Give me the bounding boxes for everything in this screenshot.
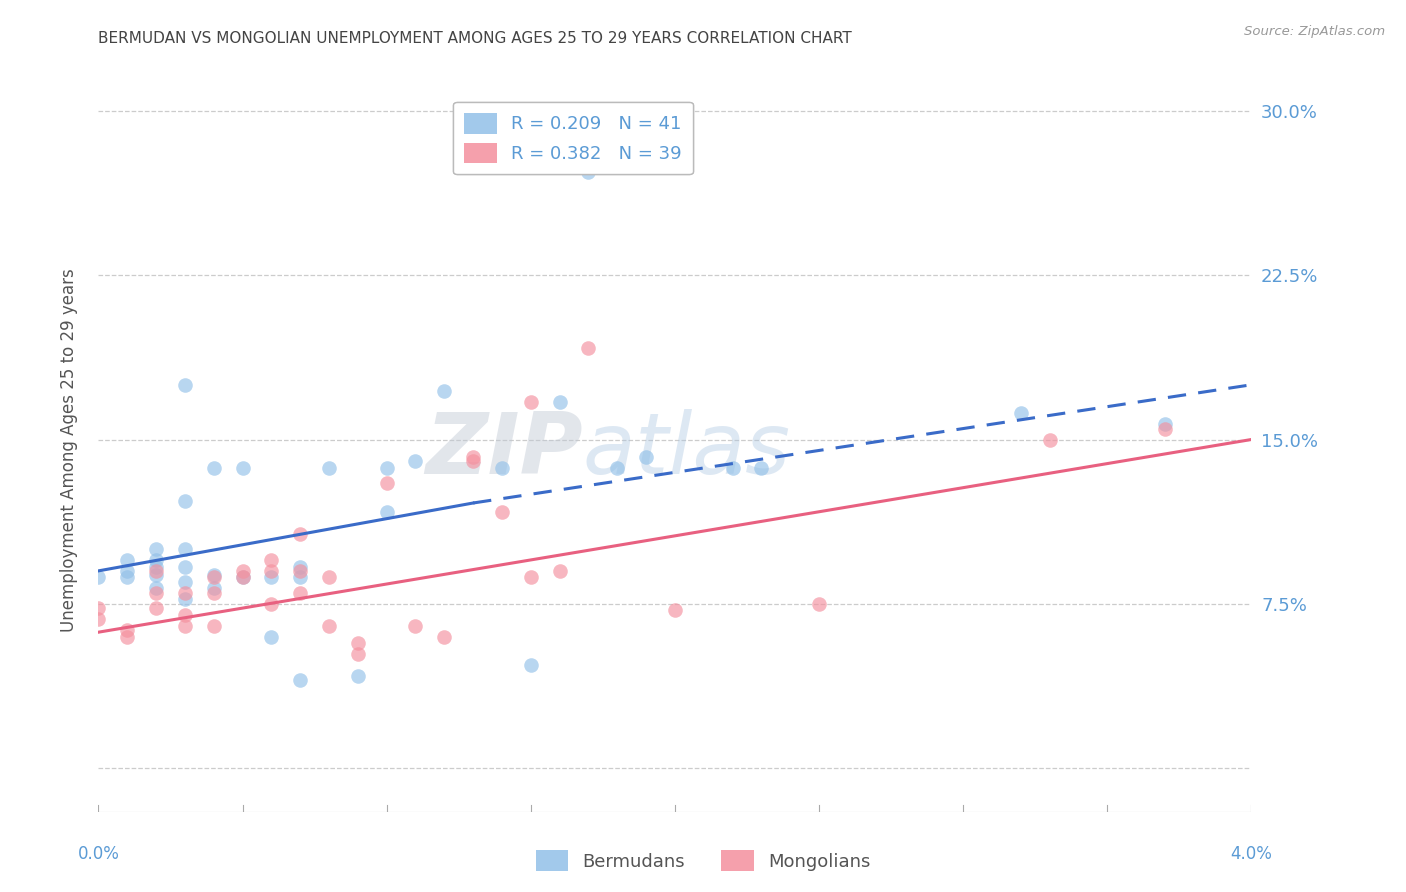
Point [290,559,312,574]
Point [578,165,600,179]
Point [290,526,312,541]
Point [231,570,254,584]
Point [145,541,167,556]
Text: 0.0%: 0.0% [77,845,120,863]
Point [290,586,312,600]
Point [174,541,197,556]
Point [491,461,513,475]
Point [375,476,398,491]
Point [260,553,283,567]
Point [721,461,744,475]
Point [145,553,167,567]
Point [87,570,110,584]
Point [1153,417,1175,432]
Point [433,630,456,644]
Point [405,454,427,468]
Legend: R = 0.209   N = 41, R = 0.382   N = 39: R = 0.209 N = 41, R = 0.382 N = 39 [453,102,693,174]
Point [290,673,312,688]
Point [174,559,197,574]
Point [751,461,773,475]
Point [548,564,571,578]
Point [174,618,197,632]
Point [290,564,312,578]
Point [606,461,628,475]
Point [174,586,197,600]
Point [520,395,543,409]
Point [405,618,427,632]
Point [461,454,484,468]
Point [548,395,571,409]
Point [117,570,139,584]
Point [117,623,139,637]
Point [433,384,456,399]
Point [202,586,225,600]
Point [260,570,283,584]
Point [87,612,110,626]
Point [202,582,225,596]
Point [1038,433,1062,447]
Point [318,618,340,632]
Text: BERMUDAN VS MONGOLIAN UNEMPLOYMENT AMONG AGES 25 TO 29 YEARS CORRELATION CHART: BERMUDAN VS MONGOLIAN UNEMPLOYMENT AMONG… [98,31,852,46]
Point [202,570,225,584]
Y-axis label: Unemployment Among Ages 25 to 29 years: Unemployment Among Ages 25 to 29 years [59,268,77,632]
Point [664,603,686,617]
Point [174,592,197,607]
Point [290,570,312,584]
Point [174,607,197,622]
Point [375,505,398,519]
Point [174,377,197,392]
Point [260,597,283,611]
Text: 4.0%: 4.0% [1230,845,1272,863]
Point [318,461,340,475]
Point [346,636,368,650]
Point [202,461,225,475]
Point [231,570,254,584]
Point [202,568,225,582]
Text: Source: ZipAtlas.com: Source: ZipAtlas.com [1244,25,1385,38]
Point [636,450,658,464]
Point [145,582,167,596]
Point [318,570,340,584]
Text: ZIP: ZIP [425,409,582,492]
Point [260,630,283,644]
Point [145,559,167,574]
Point [117,553,139,567]
Point [346,647,368,661]
Legend: Bermudans, Mongolians: Bermudans, Mongolians [529,843,877,879]
Point [231,564,254,578]
Point [145,568,167,582]
Point [1010,406,1032,420]
Point [807,597,830,611]
Point [117,564,139,578]
Point [145,586,167,600]
Point [491,505,513,519]
Point [578,341,600,355]
Point [145,601,167,615]
Point [520,658,543,673]
Point [117,630,139,644]
Point [260,564,283,578]
Point [174,574,197,589]
Text: atlas: atlas [582,409,790,492]
Point [1153,421,1175,435]
Point [87,601,110,615]
Point [461,450,484,464]
Point [231,461,254,475]
Point [202,618,225,632]
Point [520,570,543,584]
Point [174,493,197,508]
Point [346,669,368,683]
Point [145,564,167,578]
Point [375,461,398,475]
